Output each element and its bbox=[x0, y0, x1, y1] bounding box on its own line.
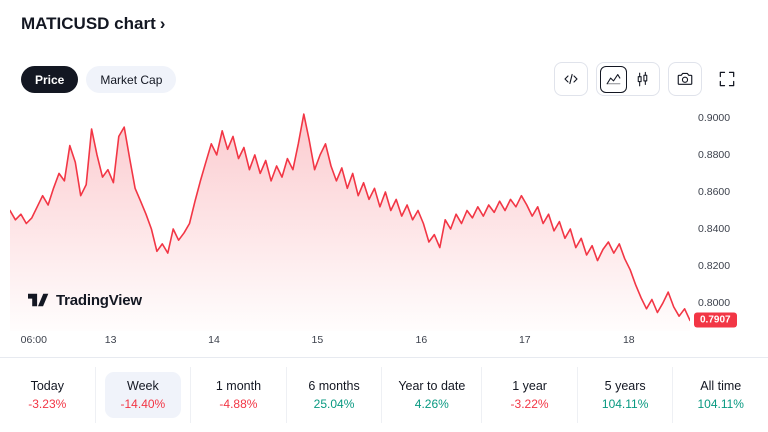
range-label: All time bbox=[700, 379, 742, 393]
chart-toolbar bbox=[554, 62, 744, 96]
range-tab-inner: 6 months 25.04% bbox=[292, 372, 375, 418]
market-cap-toggle[interactable]: Market Cap bbox=[86, 66, 177, 93]
range-change: 4.26% bbox=[414, 397, 449, 411]
fullscreen-button[interactable] bbox=[710, 62, 744, 96]
symbol-title: MATICUSD chart bbox=[21, 14, 156, 33]
x-axis-label: 18 bbox=[622, 334, 635, 346]
area-chart-icon bbox=[606, 73, 621, 84]
range-tab-inner: 1 year -3.22% bbox=[495, 372, 565, 418]
range-change: 104.11% bbox=[697, 397, 744, 411]
range-change: 104.11% bbox=[601, 397, 649, 411]
embed-code-button[interactable] bbox=[554, 62, 588, 96]
range-tab-5-years[interactable]: 5 years 104.11% bbox=[578, 367, 674, 423]
x-axis: 06:00 13 14 15 16 17 18 bbox=[0, 334, 768, 348]
range-tab-inner: All time 104.11% bbox=[681, 372, 759, 418]
range-tab-inner: 5 years 104.11% bbox=[586, 372, 664, 418]
tradingview-logo-icon bbox=[28, 293, 49, 307]
y-axis-label: 0.8800 bbox=[698, 148, 731, 161]
range-change: 25.04% bbox=[313, 397, 355, 411]
range-change: -3.22% bbox=[510, 397, 549, 411]
range-tab-week[interactable]: Week -14.40% bbox=[96, 367, 192, 423]
snapshot-button[interactable] bbox=[668, 62, 702, 96]
candlestick-chart-icon bbox=[637, 71, 648, 86]
range-tab-1-year[interactable]: 1 year -3.22% bbox=[482, 367, 578, 423]
range-tab-inner: 1 month -4.88% bbox=[200, 372, 277, 418]
range-label: Week bbox=[127, 379, 159, 393]
x-axis-label: 13 bbox=[104, 334, 117, 346]
x-axis-label: 17 bbox=[518, 334, 531, 346]
ranges-divider bbox=[0, 357, 768, 358]
tradingview-attribution[interactable]: TradingView bbox=[28, 291, 142, 309]
fullscreen-icon bbox=[719, 71, 735, 87]
metric-toggle-group: Price Market Cap bbox=[21, 66, 177, 93]
candlestick-chart-button[interactable] bbox=[629, 66, 656, 93]
price-toggle[interactable]: Price bbox=[21, 66, 79, 93]
x-axis-label: 06:00 bbox=[20, 334, 47, 346]
area-chart-button[interactable] bbox=[600, 65, 627, 93]
embed-code-icon bbox=[564, 73, 578, 85]
tradingview-logo-text: TradingView bbox=[56, 291, 142, 309]
range-tab-today[interactable]: Today -3.23% bbox=[0, 367, 96, 423]
range-label: Year to date bbox=[398, 379, 466, 393]
range-tab-bar: Today -3.23% Week -14.40% 1 month -4.88% 6 mon… bbox=[0, 358, 768, 432]
chevron-right-icon: › bbox=[159, 14, 166, 33]
y-axis-label: 0.8400 bbox=[698, 223, 731, 235]
range-label: 1 year bbox=[512, 379, 547, 393]
chart-fill bbox=[10, 114, 690, 331]
camera-icon bbox=[677, 72, 693, 85]
range-tab-year-to-date[interactable]: Year to date 4.26% bbox=[382, 367, 483, 423]
chart-line bbox=[10, 113, 690, 322]
x-axis-label: 16 bbox=[415, 334, 428, 346]
range-label: 1 month bbox=[215, 379, 262, 393]
x-axis-label: 14 bbox=[208, 334, 220, 346]
range-label: Today bbox=[30, 379, 64, 393]
range-tab-6-months[interactable]: 6 months 25.04% bbox=[287, 367, 383, 423]
range-tab-inner: Year to date 4.26% bbox=[382, 372, 481, 418]
range-tab-inner: Week -14.40% bbox=[104, 372, 182, 418]
range-tab-inner: Today -3.23% bbox=[12, 372, 82, 418]
chart-type-switcher bbox=[596, 62, 660, 96]
last-price-badge: 0.7907 bbox=[694, 312, 737, 328]
page-title[interactable]: MATICUSD chart › bbox=[21, 14, 165, 34]
range-change: -3.23% bbox=[28, 397, 67, 411]
x-axis-label: 15 bbox=[311, 334, 324, 346]
y-axis-label: 0.9000 bbox=[698, 111, 731, 124]
range-label: 6 months bbox=[308, 379, 360, 393]
y-axis-label: 0.8000 bbox=[698, 297, 731, 310]
range-change: -4.88% bbox=[219, 397, 258, 411]
price-area-chart[interactable] bbox=[10, 103, 690, 331]
range-change: -14.40% bbox=[120, 397, 166, 411]
y-axis-label: 0.8200 bbox=[698, 260, 731, 273]
range-tab-all-time[interactable]: All time 104.11% bbox=[673, 367, 768, 423]
y-axis-label: 0.8600 bbox=[698, 186, 731, 198]
range-tab-1-month[interactable]: 1 month -4.88% bbox=[191, 367, 287, 423]
price-chart-area[interactable]: 0.9000 0.8800 0.8600 0.8400 0.8200 0.8000 0.7… bbox=[0, 103, 768, 335]
range-label: 5 years bbox=[604, 379, 646, 393]
